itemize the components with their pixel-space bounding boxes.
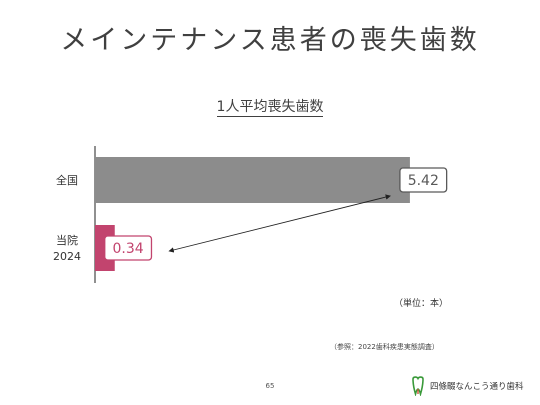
bar-0 [95,157,410,203]
category-label-0: 全国 [56,173,78,187]
data-label-0: 5.42 [408,173,439,189]
data-label-1: 0.34 [113,241,144,257]
page-number: 65 [265,382,275,390]
category-label-1-line-0: 当院 [56,233,78,247]
category-label-1-line-1: 2024 [53,250,81,263]
data-label-box-0 [399,167,448,193]
unit-label: （単位：本） [394,299,449,309]
slide-title: メインテナンス患者の喪失歯数 [60,25,480,56]
tooth-logo-icon [412,376,424,396]
chart-title-text: 1人平均喪失歯数 [216,99,324,117]
comparison-arrow [168,194,391,253]
clinic-name: 四條畷なんこう通り歯科 [430,382,524,392]
chart-title: 1人平均喪失歯数 [0,96,540,117]
source-note: （参照：2022歯科疾患実態調査） [330,343,439,351]
data-label-box-1 [104,235,153,261]
clinic-brand: 四條畷なんこう通り歯科 [410,376,524,396]
